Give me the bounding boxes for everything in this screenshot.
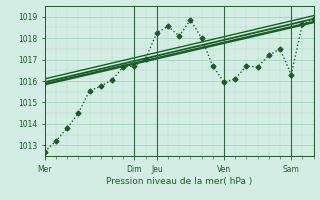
X-axis label: Pression niveau de la mer( hPa ): Pression niveau de la mer( hPa ) xyxy=(106,177,252,186)
